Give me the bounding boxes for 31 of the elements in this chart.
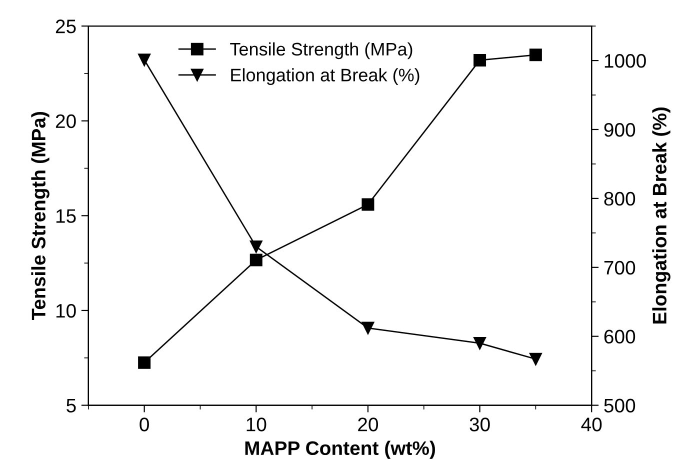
x-tick-label: 40 [581,418,602,432]
y2-tick-label: 500 [604,398,636,413]
x-tick-label: 0 [140,418,149,432]
y2-tick-label: 900 [604,122,636,137]
legend-label: Elongation at Break (%) [231,68,420,86]
y2-tick-label: 800 [604,192,636,206]
y-tick-label: 10 [56,304,76,318]
x-axis-title: MAPP Content (wt%) [245,440,435,459]
point [529,48,542,62]
point [250,254,262,266]
y2-tick-label: 700 [604,260,636,275]
point [138,356,151,369]
point [250,240,262,253]
point [138,54,151,66]
y-tick-label: 5 [66,398,76,413]
x-tick-label: 10 [246,418,266,432]
point [474,336,486,350]
y2-axis-title: Elongation at Break (%) [652,108,670,324]
point [529,352,542,366]
y2-tick-label: 1000 [604,54,646,68]
y-tick-label: 25 [56,20,76,34]
x-tick-label: 20 [358,418,378,432]
point [362,198,374,211]
point [474,54,486,66]
point [362,322,374,334]
x-tick-label: 30 [470,418,490,432]
legend-label: Tensile Strength (MPa) [230,42,412,60]
y-axis-title: Tensile Strength (MPa) [31,112,50,320]
y2-tick-label: 600 [604,330,636,344]
y-tick-label: 20 [56,114,76,128]
y-tick-label: 15 [56,209,76,223]
